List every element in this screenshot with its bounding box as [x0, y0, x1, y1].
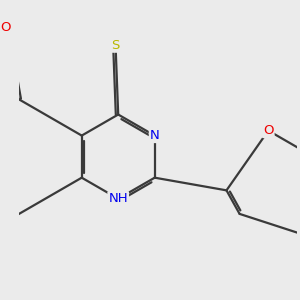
Text: NH: NH [108, 192, 128, 205]
Text: O: O [263, 124, 274, 137]
Text: N: N [150, 129, 160, 142]
Text: S: S [111, 39, 120, 52]
Text: O: O [1, 21, 11, 34]
